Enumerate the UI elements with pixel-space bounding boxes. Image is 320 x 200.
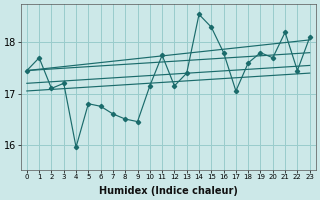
X-axis label: Humidex (Indice chaleur): Humidex (Indice chaleur) (99, 186, 238, 196)
